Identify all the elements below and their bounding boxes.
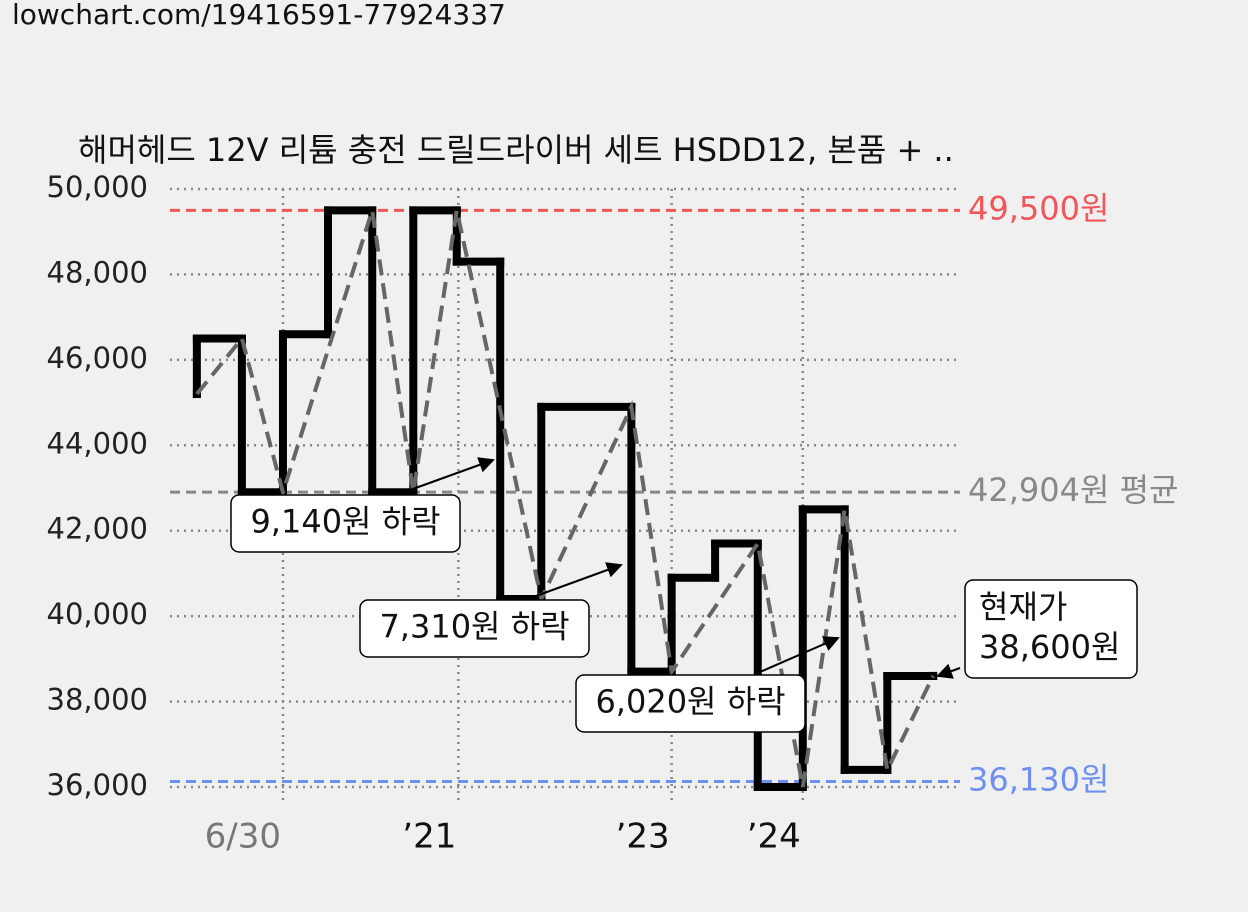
y-tick-label: 48,000 [47,255,148,289]
annotation-text: 현재가 [979,588,1067,626]
y-tick-label: 42,000 [47,512,148,546]
annotation-arrow [524,562,623,601]
annotation-text: 38,600원 [979,628,1120,666]
reference-label: 36,130원 [968,760,1109,798]
annotation-box [964,579,1138,679]
annotation-box [359,599,590,658]
annotation-text: 7,310원 하락 [379,608,569,646]
y-tick-label: 44,000 [47,426,148,460]
annotation-text: 9,140원 하락 [250,503,440,541]
y-tick-label: 40,000 [47,597,148,631]
x-tick-label: 6/30 [205,817,281,857]
x-tick-label: ’23 [616,817,670,857]
x-tick-label: ’24 [747,817,801,857]
x-tick-label: ’21 [402,817,456,857]
annotation-arrow [409,457,495,491]
annotation-arrow [936,663,961,679]
annotation-box [230,494,461,553]
reference-label: 42,904원 평균 [968,471,1178,509]
y-tick-label: 46,000 [47,341,148,375]
annotation-arrow [759,636,840,673]
y-tick-label: 38,000 [47,683,148,717]
url-header: lowchart.com/19416591-77924337 [12,0,506,31]
annotation-text: 6,020원 하락 [595,683,785,721]
y-tick-label: 50,000 [47,170,148,204]
chart-title: 해머헤드 12V 리튬 충전 드릴드라이버 세트 HSDD12, 본품 + .. [78,131,954,169]
reference-label: 49,500원 [968,189,1109,227]
trend-line [195,209,935,788]
y-tick-label: 36,000 [47,768,148,802]
annotation-box [575,674,806,733]
